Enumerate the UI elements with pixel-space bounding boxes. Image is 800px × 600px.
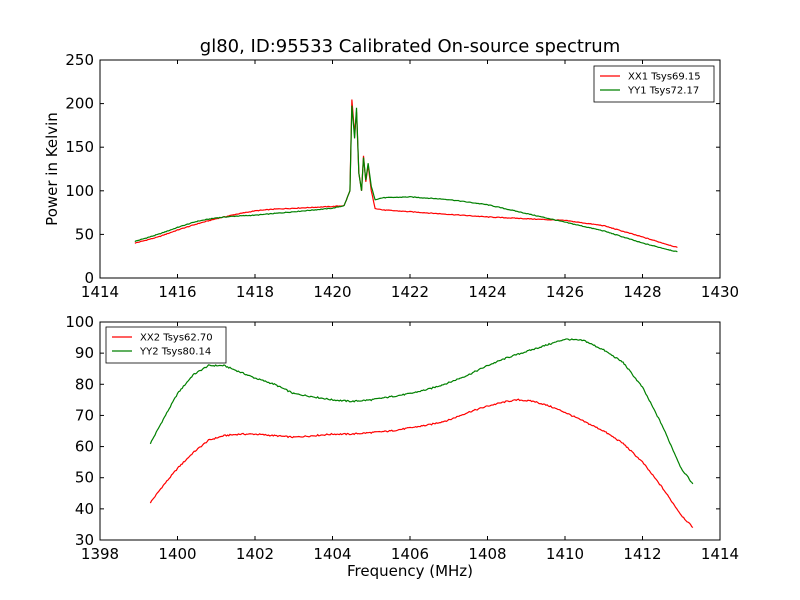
x-tick-label: 1400	[158, 545, 196, 563]
x-tick-label: 1402	[236, 545, 274, 563]
y-tick-label: 250	[65, 51, 94, 69]
x-tick-label: 1414	[701, 545, 739, 563]
top-spectrum-panel: 1414 1416 1418 1420 1422 1424 1426 1428 1430 0 50 1…	[43, 51, 739, 301]
x-axis-label: Frequency (MHz)	[347, 562, 473, 580]
x-tick-label: 1426	[546, 283, 584, 301]
x-tick-label: 1408	[468, 545, 506, 563]
x-tick-label: 1404	[313, 545, 351, 563]
legend-label: XX1 Tsys69.15	[628, 72, 701, 83]
y-tick-label: 100	[65, 313, 94, 331]
legend-label: YY1 Tsys72.17	[627, 86, 699, 97]
y-tick-label: 200	[65, 95, 94, 113]
x-tick-label: 1398	[81, 545, 119, 563]
legend-box	[105, 326, 227, 364]
legend-label: YY2 Tsys80.14	[139, 347, 211, 358]
y-tick-label: 60	[75, 438, 94, 456]
legend-label: XX2 Tsys62.70	[140, 333, 213, 344]
x-tick-label: 1422	[391, 283, 429, 301]
y-tick-label: 50	[75, 469, 94, 487]
x-tick-label: 1420	[313, 283, 351, 301]
x-tick-label: 1414	[81, 283, 119, 301]
y-tick-label: 70	[75, 406, 94, 424]
series-line-2-2	[149, 338, 694, 485]
y-tick-label: 90	[75, 344, 94, 362]
y-tick-label: 100	[65, 182, 94, 200]
series-line-2-1	[149, 398, 694, 529]
y-axis-label: Power in Kelvin	[43, 112, 61, 226]
y-tick-label: 30	[75, 531, 94, 549]
x-tick-label: 1424	[468, 283, 506, 301]
y-tick-label: 80	[75, 375, 94, 393]
y-tick-label: 0	[84, 269, 94, 287]
y-tick-label: 40	[75, 500, 94, 518]
x-tick-label: 1428	[623, 283, 661, 301]
x-tick-label: 1412	[623, 545, 661, 563]
y-tick-label: 50	[75, 225, 94, 243]
legend-box	[593, 65, 715, 103]
figure-title: gl80, ID:95533 Calibrated On-source spec…	[200, 36, 620, 57]
x-tick-label: 1406	[391, 545, 429, 563]
x-tick-label: 1410	[546, 545, 584, 563]
x-tick-label: 1416	[158, 283, 196, 301]
y-tick-label: 150	[65, 138, 94, 156]
x-tick-label: 1430	[701, 283, 739, 301]
x-tick-label: 1418	[236, 283, 274, 301]
bottom-spectrum-panel: 1398 1400 1402 1404 1406 1408 1410 1412 1414 30 40…	[65, 313, 739, 580]
series-line-1-2	[134, 105, 678, 253]
